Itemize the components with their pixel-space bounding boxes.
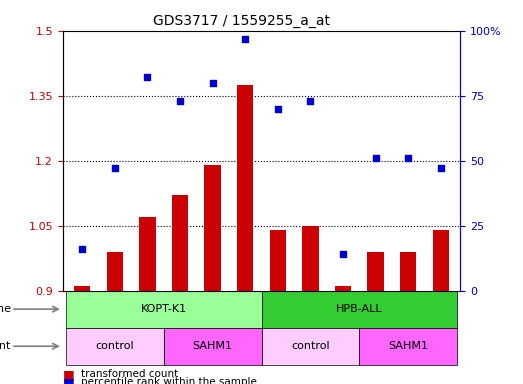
Point <box>371 155 380 161</box>
Point <box>404 155 412 161</box>
Point <box>209 79 217 86</box>
Point <box>143 74 152 81</box>
Title: GDS3717 / 1559255_a_at: GDS3717 / 1559255_a_at <box>153 14 330 28</box>
Text: cell line: cell line <box>0 304 11 314</box>
Text: ■: ■ <box>63 376 74 384</box>
Text: ■: ■ <box>63 368 74 381</box>
Text: SAHM1: SAHM1 <box>388 341 428 351</box>
Text: HPB-ALL: HPB-ALL <box>336 304 382 314</box>
Text: KOPT-K1: KOPT-K1 <box>141 304 187 314</box>
Bar <box>74 286 90 291</box>
Bar <box>139 217 156 291</box>
Bar <box>367 252 384 291</box>
Bar <box>164 328 262 365</box>
Text: control: control <box>96 341 134 351</box>
Bar <box>433 230 449 291</box>
Bar <box>66 328 164 365</box>
Bar <box>172 195 188 291</box>
Bar <box>107 252 123 291</box>
Text: agent: agent <box>0 341 11 351</box>
Bar <box>302 225 319 291</box>
Bar <box>262 291 457 328</box>
Bar <box>204 165 221 291</box>
Bar <box>359 328 457 365</box>
Bar <box>400 252 416 291</box>
Point <box>274 106 282 112</box>
Bar <box>262 328 359 365</box>
Point <box>241 35 249 41</box>
Point <box>339 251 347 257</box>
Point <box>437 166 445 172</box>
Point <box>111 166 119 172</box>
Point <box>176 98 184 104</box>
Bar <box>270 230 286 291</box>
Text: transformed count: transformed count <box>81 369 178 379</box>
Point <box>78 246 86 252</box>
Text: control: control <box>291 341 329 351</box>
Bar <box>237 85 253 291</box>
Point <box>306 98 314 104</box>
Text: SAHM1: SAHM1 <box>192 341 233 351</box>
Bar <box>66 291 262 328</box>
Bar <box>335 286 351 291</box>
Text: percentile rank within the sample: percentile rank within the sample <box>81 377 257 384</box>
